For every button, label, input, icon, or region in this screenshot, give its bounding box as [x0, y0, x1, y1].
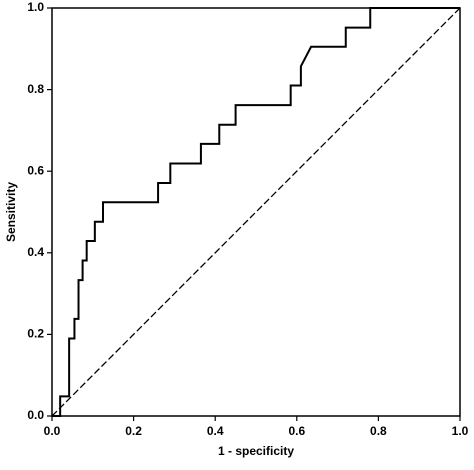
x-tick-label: 0.8 [370, 424, 387, 438]
y-tick-label: 0.8 [27, 82, 44, 96]
x-tick-label: 0.0 [44, 424, 61, 438]
x-tick-label: 0.4 [207, 424, 224, 438]
x-tick-label: 0.2 [125, 424, 142, 438]
x-tick-label: 1.0 [452, 424, 469, 438]
y-tick-label: 0.0 [27, 408, 44, 422]
y-tick-label: 0.4 [27, 245, 44, 259]
y-axis-label: Sensitivity [4, 182, 18, 242]
y-tick-label: 0.6 [27, 163, 44, 177]
plot-frame [51, 7, 461, 417]
reference-line [51, 7, 461, 417]
x-tick-label: 0.6 [288, 424, 305, 438]
roc-curve [52, 7, 460, 417]
y-tick-label: 0.2 [27, 327, 44, 341]
x-axis-label: 1 - specificity [218, 444, 294, 458]
y-tick-label: 1.0 [27, 0, 44, 14]
